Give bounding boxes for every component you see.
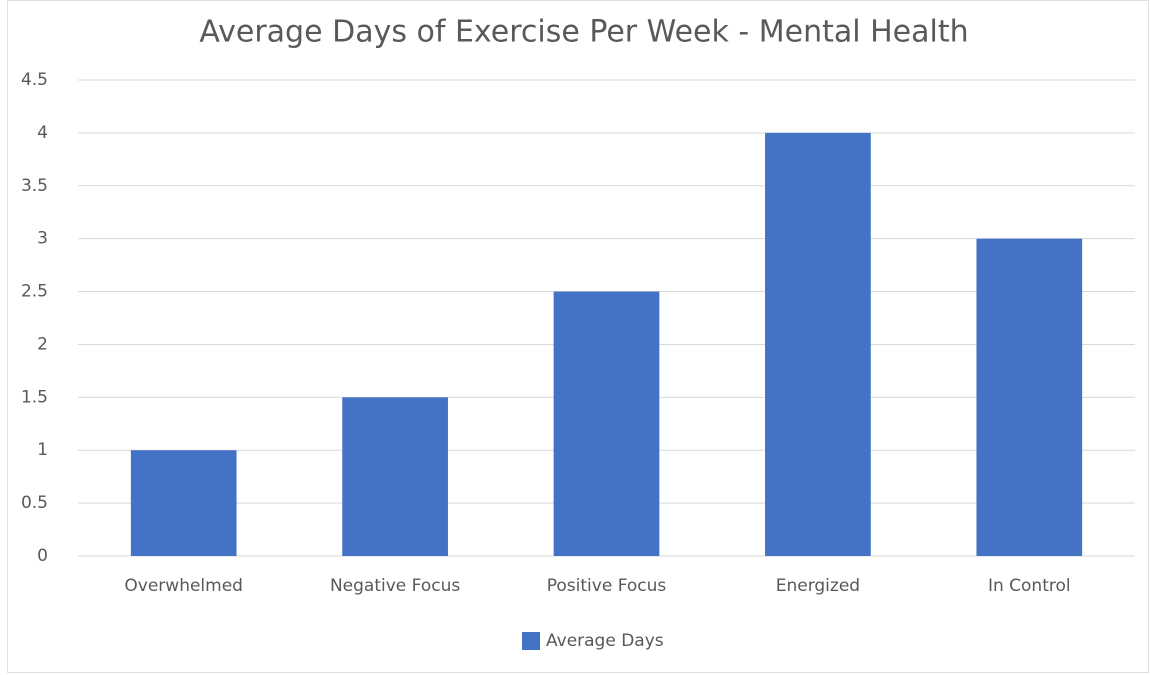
y-tick-label: 0 [37, 546, 48, 566]
y-tick-label: 1 [37, 440, 48, 460]
y-tick-label: 3.5 [21, 176, 48, 196]
x-tick-label: Positive Focus [547, 576, 667, 596]
legend-label: Average Days [546, 631, 664, 651]
y-tick-label: 4 [37, 123, 48, 143]
y-tick-label: 4.5 [21, 70, 48, 90]
x-tick-label: Energized [776, 576, 860, 596]
bar [342, 397, 448, 556]
x-tick-label: Negative Focus [330, 576, 460, 596]
bar [553, 291, 660, 556]
x-tick-label: In Control [988, 576, 1071, 596]
bar [976, 238, 1083, 556]
y-tick-label: 0.5 [21, 493, 48, 513]
y-tick-label: 2.5 [21, 282, 48, 302]
y-tick-label: 1.5 [21, 387, 48, 407]
bar [765, 132, 871, 556]
legend-swatch [522, 632, 540, 650]
y-tick-label: 3 [37, 229, 48, 249]
y-tick-label: 2 [37, 334, 48, 354]
x-tick-label: Overwhelmed [124, 576, 243, 596]
chart-title: Average Days of Exercise Per Week - Ment… [199, 15, 968, 50]
bar [130, 450, 237, 556]
